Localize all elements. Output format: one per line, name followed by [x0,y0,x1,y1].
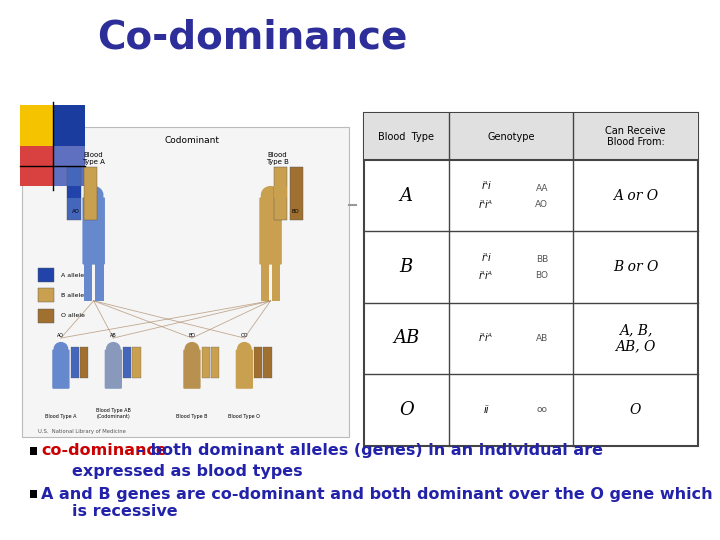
Text: Genotype: Genotype [487,132,535,141]
Text: AB: AB [393,329,420,347]
FancyBboxPatch shape [235,349,253,389]
Text: B allele: B allele [61,293,84,298]
Text: U.S.  National Library of Medicine: U.S. National Library of Medicine [38,429,126,434]
Text: A allele: A allele [61,273,84,278]
Text: Blood Type AB
(Codominant): Blood Type AB (Codominant) [96,408,131,419]
Bar [274,186,287,198]
Text: AA: AA [536,184,548,193]
Ellipse shape [106,342,121,356]
FancyBboxPatch shape [53,349,70,389]
Text: is recessive: is recessive [72,504,178,519]
Bar [22,127,349,437]
Text: iᴬiᴬ: iᴬiᴬ [479,200,493,210]
Text: AO: AO [58,333,64,338]
Text: oo: oo [536,406,547,414]
Text: Blood Type A: Blood Type A [45,414,76,419]
Bar [84,260,92,301]
Text: AB: AB [110,333,117,338]
Text: AB: AB [536,334,548,343]
Bar [68,167,81,220]
Text: Co-dominance: Co-dominance [97,19,408,57]
Text: BO: BO [536,271,549,280]
Text: Can Receive
Blood From:: Can Receive Blood From: [606,126,666,147]
Bar [254,347,262,379]
Bar [20,146,53,186]
Bar [84,167,97,220]
Bar [211,347,219,379]
Text: – both dominant alleles (genes) in an individual are: – both dominant alleles (genes) in an in… [137,443,603,458]
Bar [261,260,269,301]
Bar [30,490,37,498]
Text: iᴬi: iᴬi [481,181,491,191]
Text: iᴬiᴬ: iᴬiᴬ [479,333,493,343]
Text: A and B genes are co-dominant and both dominant over the O gene which: A and B genes are co-dominant and both d… [41,487,713,502]
Bar [68,186,81,198]
Bar [80,347,88,379]
Bar [53,146,85,186]
Bar [95,260,104,301]
Bar [53,105,85,146]
Text: BO: BO [292,209,299,214]
Bar [264,347,271,379]
Text: O: O [630,403,642,417]
FancyBboxPatch shape [259,197,282,265]
Bar [30,447,37,455]
Text: Blood Type B: Blood Type B [176,414,207,419]
Text: OO: OO [240,333,248,338]
Bar [202,347,210,379]
Bar [38,268,55,282]
Bar [274,167,287,220]
Text: Blood
Type A: Blood Type A [82,152,105,165]
Text: ii: ii [483,405,489,415]
Text: Blood Type O: Blood Type O [228,414,261,419]
Text: AO: AO [536,200,549,208]
Text: iᴬi: iᴬi [481,253,491,263]
Text: Blood  Type: Blood Type [378,132,434,141]
Bar [71,347,79,379]
Text: O: O [399,401,414,419]
Text: Blood
Type B: Blood Type B [266,152,289,165]
Ellipse shape [237,342,252,356]
FancyBboxPatch shape [184,349,201,389]
Text: A, B,
AB, O: A, B, AB, O [616,323,656,354]
Bar [20,105,53,146]
Text: co-dominance: co-dominance [41,443,167,458]
Text: BB: BB [536,255,548,265]
Ellipse shape [184,342,199,356]
Text: A or O: A or O [613,188,658,202]
Text: O allele: O allele [61,313,85,318]
Text: A: A [400,187,413,205]
Bar [132,347,140,379]
Bar [290,167,303,220]
Text: expressed as blood types: expressed as blood types [72,464,302,479]
Ellipse shape [53,342,68,356]
Bar [364,113,698,446]
FancyBboxPatch shape [104,349,122,389]
Bar [123,347,131,379]
Text: AO: AO [72,209,80,214]
FancyBboxPatch shape [82,197,105,265]
Text: Codominant: Codominant [164,136,220,145]
Bar [364,113,698,160]
Text: BO: BO [189,333,195,338]
Text: B or O: B or O [613,260,658,274]
Text: B: B [400,258,413,276]
Bar [38,308,55,322]
Ellipse shape [84,186,104,205]
Bar [38,288,55,302]
Text: iᴬiᴬ: iᴬiᴬ [479,271,493,281]
Bar [272,260,280,301]
Ellipse shape [261,186,280,205]
